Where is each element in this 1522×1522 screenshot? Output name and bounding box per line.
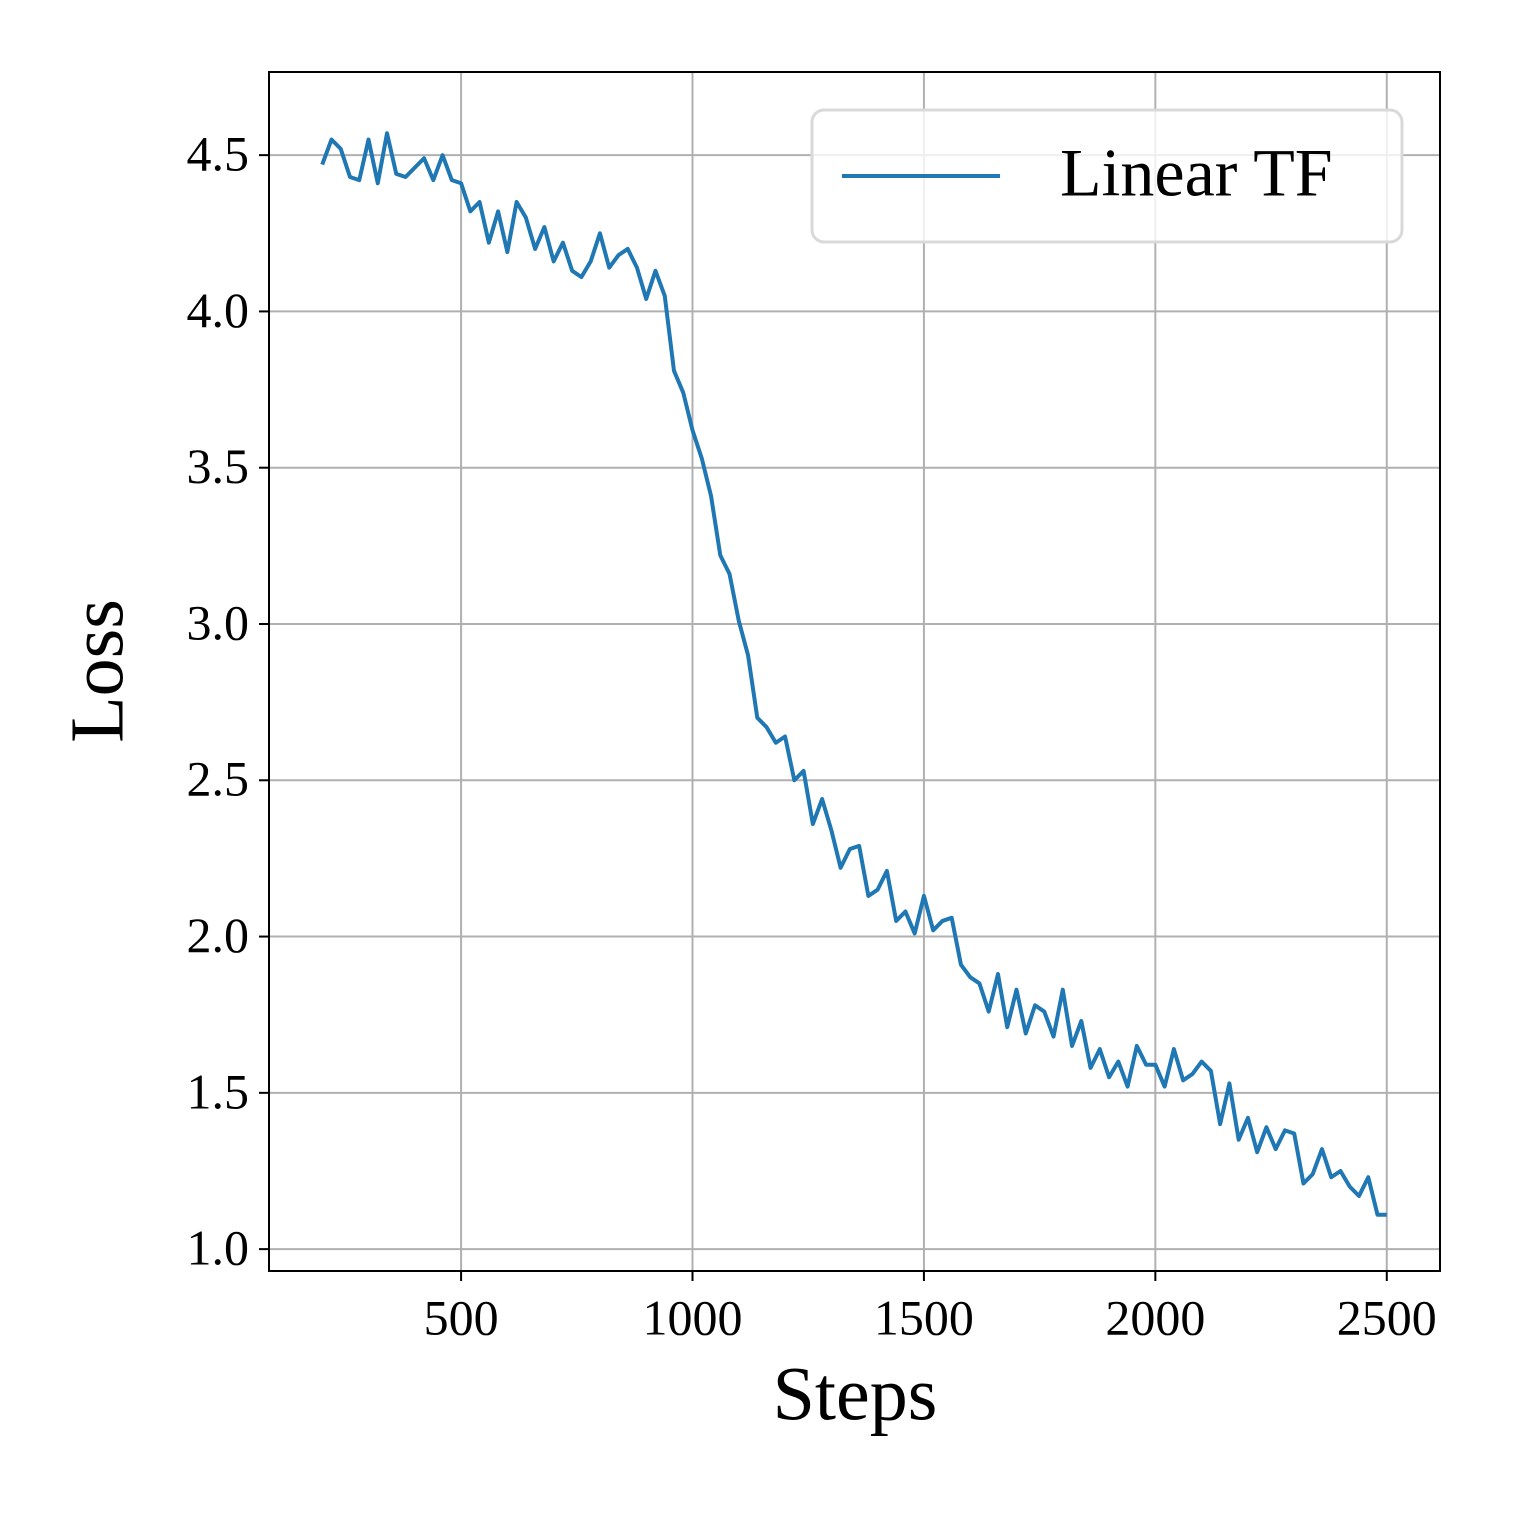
y-tick-label: 1.5	[187, 1063, 250, 1119]
x-tick-label: 1500	[874, 1289, 974, 1345]
y-tick-label: 2.5	[187, 751, 250, 807]
y-tick-label: 2.0	[187, 907, 250, 963]
y-tick-label: 4.5	[187, 126, 250, 182]
x-tick-label: 500	[424, 1289, 499, 1345]
legend-label: Linear TF	[1060, 135, 1333, 211]
line	[320, 131, 1387, 1217]
plot-frame	[268, 71, 1441, 1272]
x-axis-label: Steps	[773, 1352, 938, 1436]
x-tick-label: 2500	[1337, 1289, 1437, 1345]
legend-box	[810, 108, 1404, 244]
y-tick-label: 4.0	[187, 282, 250, 338]
y-tick-label: 3.0	[187, 594, 250, 650]
y-axis-label: Loss	[55, 599, 139, 743]
y-tick-label: 3.5	[187, 438, 250, 494]
y-tick-label: 1.0	[187, 1220, 250, 1276]
x-tick-label: 1000	[643, 1289, 743, 1345]
x-tick-label: 2000	[1105, 1289, 1205, 1345]
